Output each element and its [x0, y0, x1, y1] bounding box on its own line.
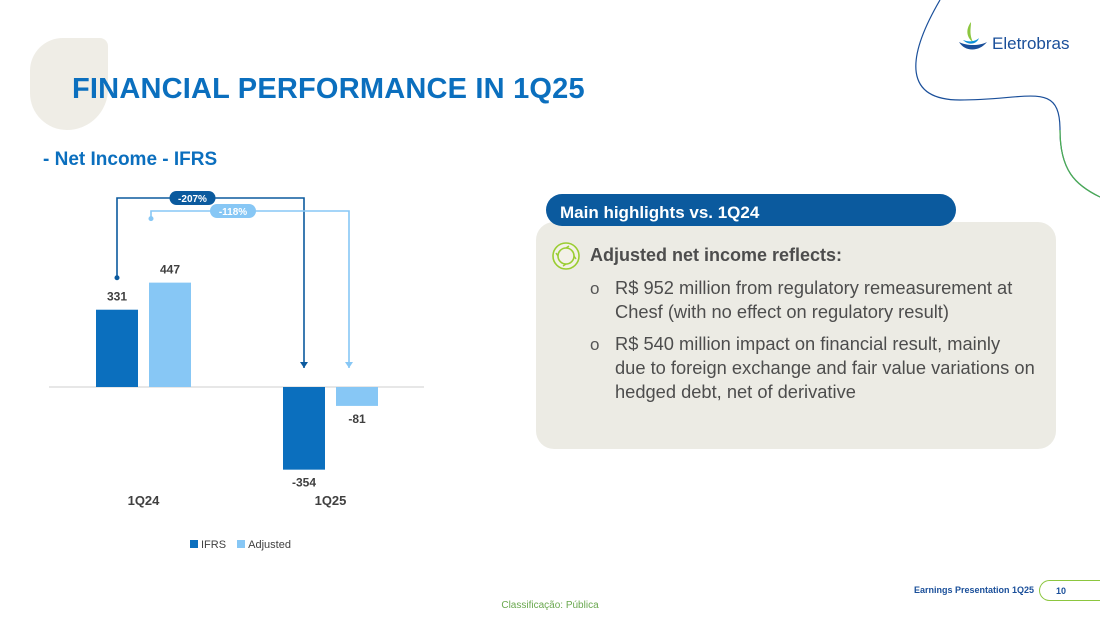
- page-number-badge: [1039, 580, 1100, 601]
- logo-text: Eletrobras: [992, 34, 1070, 53]
- variation-connector-ifrs: [116, 197, 305, 368]
- bar-adjusted-1q24: [149, 282, 191, 387]
- data-label: 331: [107, 290, 127, 304]
- data-label: 447: [160, 263, 180, 277]
- legend-swatch-ifrs: [190, 540, 198, 549]
- data-label: -354: [292, 476, 316, 490]
- variation-label-adjusted: -118%: [219, 207, 247, 218]
- category-label: 1Q25: [315, 493, 347, 508]
- chart-subtitle: - Net Income - IFRS: [43, 149, 218, 170]
- legend-label-adjusted: Adjusted: [248, 539, 291, 551]
- connector-start-dot: [114, 275, 120, 281]
- cycle-icon: [552, 242, 580, 270]
- decorative-blob: [30, 38, 108, 130]
- data-label: -81: [348, 412, 366, 426]
- page-number: 10: [1056, 586, 1067, 596]
- legend-item-ifrs: IFRS: [190, 539, 226, 551]
- category-label: 1Q24: [128, 493, 161, 508]
- highlight-bullet-1: R$ 952 million from regulatory remeasure…: [615, 277, 1013, 322]
- eletrobras-logo-icon: [959, 22, 987, 50]
- highlights-card: [536, 222, 1056, 449]
- variation-label-ifrs: -207%: [178, 194, 207, 205]
- net-income-chart: 331 -354 447 -81 1Q24 1Q25 -207% -118%: [49, 191, 424, 508]
- variation-badge-adjusted: [210, 204, 256, 218]
- highlights-heading: Adjusted net income reflects:: [590, 245, 843, 265]
- connector-start-dot: [148, 216, 154, 222]
- bar-adjusted-1q25: [336, 387, 378, 406]
- legend-swatch-adjusted: [237, 540, 246, 549]
- footer-presentation-label: Earnings Presentation 1Q25: [914, 585, 1035, 595]
- arrowhead-icon: [345, 362, 353, 368]
- chart-legend: IFRS Adjusted: [190, 539, 291, 551]
- legend-item-adjusted: Adjusted: [237, 539, 291, 551]
- variation-badge-ifrs: [169, 191, 216, 205]
- bullet-marker: o: [590, 279, 600, 298]
- highlight-bullet-2: R$ 540 million impact on financial resul…: [615, 333, 1035, 402]
- classification-label: Classificação: Pública: [501, 600, 599, 611]
- bullet-marker: o: [590, 335, 600, 354]
- bar-ifrs-1q25: [283, 387, 325, 470]
- highlights-header: Main highlights vs. 1Q24: [546, 194, 956, 226]
- legend-label-ifrs: IFRS: [201, 539, 227, 551]
- page-title: FINANCIAL PERFORMANCE IN 1Q25: [72, 73, 585, 105]
- arrowhead-icon: [300, 362, 308, 368]
- bar-ifrs-1q24: [96, 309, 138, 387]
